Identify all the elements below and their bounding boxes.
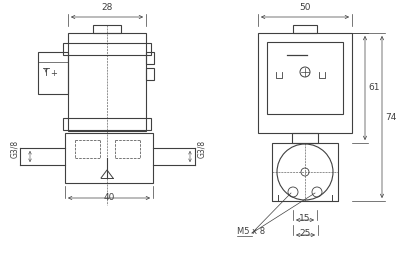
Text: 15: 15 [299,214,311,223]
Text: 40: 40 [103,193,115,202]
Text: 28: 28 [101,3,113,12]
Text: +: + [50,68,58,78]
Bar [146,68,154,80]
Text: 25: 25 [300,229,311,238]
Text: 74: 74 [385,112,396,122]
Text: 61: 61 [368,84,380,92]
Bar [65,133,153,183]
Bar [267,42,343,114]
Bar [63,43,151,55]
Bar [292,133,318,143]
Bar [38,52,68,94]
Text: G3/8: G3/8 [10,140,19,158]
Bar [258,33,352,133]
Bar [146,52,154,64]
Bar [93,25,121,33]
Text: 50: 50 [299,3,311,12]
Bar [63,118,151,130]
Bar [68,33,146,131]
Text: G3/8: G3/8 [197,140,206,158]
Bar [293,25,317,33]
Bar [272,143,338,201]
Text: M5 x 8: M5 x 8 [237,227,265,236]
